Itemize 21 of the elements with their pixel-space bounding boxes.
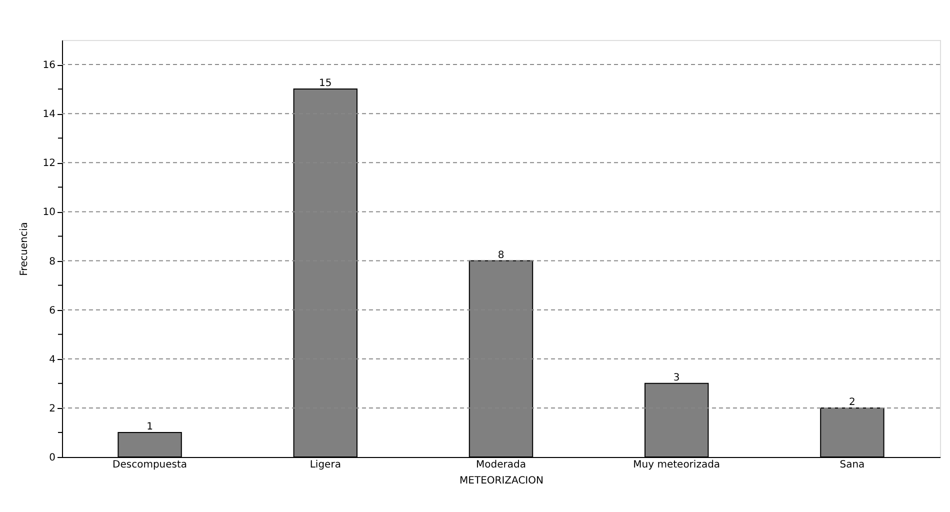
y-tick-label: 0 [49,452,56,464]
data-label: 2 [849,396,856,408]
y-tick-label: 8 [49,256,56,268]
y-tick-label: 16 [42,60,56,72]
y-tick-label: 14 [42,109,56,120]
x-tick-label: Descompuesta [112,460,188,470]
y-tick-label: 10 [42,207,56,218]
y-tick-label: 4 [49,354,56,366]
x-tick-label: Sana [840,460,865,470]
data-label: 15 [319,78,332,90]
x-axis-title: METEORIZACION [460,476,544,486]
x-tick-label: Ligera [310,460,341,470]
y-tick-label: 2 [49,403,56,414]
data-label: 1 [146,421,153,432]
y-axis-title: Frecuencia [18,222,30,276]
x-tick-label: Moderada [476,460,526,470]
data-label: 8 [498,250,504,261]
y-tick-label: 6 [49,305,56,316]
data-label: 3 [673,372,680,384]
y-tick-label: 12 [42,158,56,170]
x-tick-label: Muy meteorizada [633,460,720,470]
